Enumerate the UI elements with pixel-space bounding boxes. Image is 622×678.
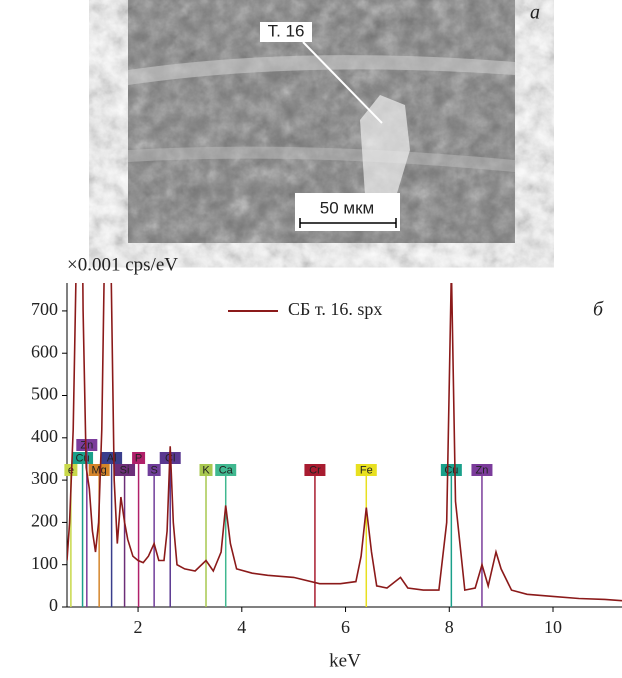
peak-label: Zn (80, 439, 93, 451)
sem-image: Т. 16 50 мкм (128, 0, 515, 243)
peak-label: Zn (476, 464, 489, 476)
x-tick-label: 4 (237, 617, 246, 637)
peak-label-box (101, 452, 123, 464)
panel-label: а (530, 2, 540, 24)
peak-label: Cr (309, 464, 321, 476)
peak-label-box (355, 464, 377, 476)
legend-label: СБ т. 16. spx (288, 299, 382, 319)
point-label: Т. 16 (268, 21, 305, 40)
y-tick-label: 300 (31, 468, 58, 488)
peak-label: Cu (444, 464, 458, 476)
peak-label: Fe (360, 464, 373, 476)
peak-label: P (135, 452, 142, 464)
scale-bar-label: 50 мкм (320, 198, 374, 217)
peak-label-box (471, 464, 493, 476)
peak-label-box (88, 464, 110, 476)
panel-label: б (593, 299, 604, 321)
x-tick-label: 10 (544, 617, 562, 637)
peak-label-box (72, 452, 94, 464)
peak-label: Ca (219, 464, 234, 476)
peak-label-box (114, 464, 136, 476)
peak-label: K (202, 464, 210, 476)
peak-label-box (304, 464, 326, 476)
peak-label-box (76, 439, 98, 451)
x-axis-label: keV (329, 650, 361, 671)
x-tick-label: 6 (341, 617, 350, 637)
peak-label-box (440, 464, 462, 476)
spectrum-line (67, 283, 622, 602)
peak-label: Si (120, 464, 130, 476)
y-tick-label: 100 (31, 553, 58, 573)
peak-label-box (215, 464, 237, 476)
y-tick-label: 400 (31, 426, 58, 446)
y-tick-label: 700 (31, 299, 58, 319)
y-tick-label: 600 (31, 341, 58, 361)
y-tick-label: 0 (49, 595, 58, 615)
peak-label: Mg (92, 464, 107, 476)
peak-label-box (199, 464, 213, 476)
peak-label-box (147, 464, 161, 476)
y-tick-label: 200 (31, 511, 58, 531)
y-axis-label: ×0.001 cps/eV (67, 254, 178, 275)
peak-label: S (150, 464, 157, 476)
peak-label-box (132, 452, 146, 464)
x-tick-label: 2 (134, 617, 143, 637)
y-tick-label: 500 (31, 384, 58, 404)
x-tick-label: 8 (445, 617, 454, 637)
peak-label: Al (107, 452, 117, 464)
